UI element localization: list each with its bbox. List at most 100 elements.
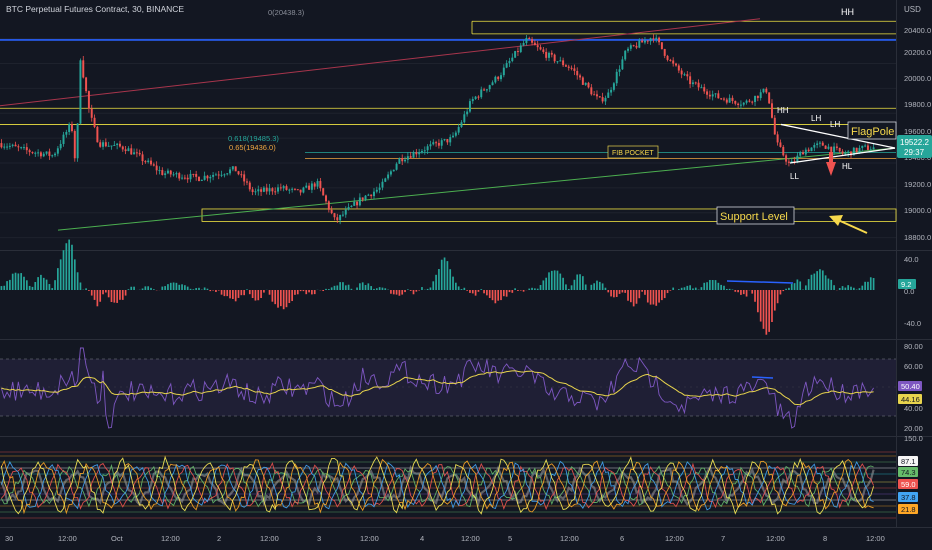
candle-body bbox=[310, 183, 313, 190]
candlestick-series[interactable] bbox=[0, 34, 875, 225]
candle-body bbox=[872, 147, 875, 150]
macd-bar bbox=[703, 282, 706, 290]
macd-bar bbox=[841, 286, 844, 290]
candle-body bbox=[395, 163, 398, 170]
candle-body bbox=[813, 145, 816, 148]
candle-body bbox=[313, 183, 316, 187]
price-tick: 20200.0 bbox=[904, 48, 931, 57]
candle-body bbox=[502, 67, 505, 76]
candle-body bbox=[212, 174, 215, 177]
last-price-badge: 19522.2 29:37 bbox=[897, 135, 932, 158]
candle-body bbox=[6, 146, 9, 148]
macd-bar bbox=[740, 290, 742, 295]
price-tick: 18800.0 bbox=[904, 233, 931, 242]
macd-bar bbox=[488, 290, 491, 298]
macd-bar bbox=[757, 290, 759, 313]
candle-body bbox=[686, 74, 689, 77]
candle-body bbox=[85, 77, 88, 92]
macd-bar bbox=[367, 283, 370, 290]
macd-bar bbox=[821, 270, 824, 290]
candle-body bbox=[37, 152, 40, 154]
macd-bar bbox=[438, 269, 440, 290]
candle-body bbox=[226, 173, 229, 175]
candle-body bbox=[466, 111, 469, 115]
candle-body bbox=[302, 187, 305, 193]
macd-bar bbox=[339, 282, 341, 290]
support-arrow-icon bbox=[829, 215, 843, 226]
candle-body bbox=[474, 96, 477, 100]
rsi-indicator[interactable] bbox=[0, 347, 896, 429]
macd-bar bbox=[517, 290, 519, 291]
macd-bar bbox=[215, 290, 217, 293]
candle-body bbox=[336, 217, 339, 221]
macd-bar bbox=[607, 290, 610, 293]
macd-bar bbox=[381, 287, 384, 290]
macd-bar bbox=[359, 283, 361, 290]
macd-bar bbox=[579, 274, 581, 290]
macd-bar bbox=[621, 290, 624, 293]
macd-bar bbox=[20, 273, 23, 290]
macd-bar bbox=[57, 268, 59, 290]
macd-bar bbox=[42, 277, 45, 290]
candle-body bbox=[567, 66, 570, 68]
candle-body bbox=[562, 60, 565, 66]
macd-bar bbox=[810, 274, 813, 290]
macd-bar bbox=[296, 290, 299, 295]
multi-oscillator[interactable] bbox=[0, 451, 896, 519]
time-axis[interactable]: 30 12:00 Oct 12:00 2 12:00 3 12:00 4 12:… bbox=[5, 534, 885, 543]
fib-pocket-box[interactable]: FIB POCKET bbox=[607, 145, 659, 159]
macd-bar bbox=[598, 281, 601, 290]
time-tick: 12:00 bbox=[461, 534, 480, 543]
flagpole-label-box[interactable]: FlagPole bbox=[847, 121, 897, 140]
candle-body bbox=[240, 174, 243, 176]
time-tick: 12:00 bbox=[766, 534, 785, 543]
candle-body bbox=[683, 74, 686, 76]
candle-body bbox=[350, 205, 353, 207]
macd-bar bbox=[432, 281, 435, 290]
time-tick: 2 bbox=[217, 534, 221, 543]
macd-bar bbox=[627, 290, 629, 301]
candle-body bbox=[536, 45, 539, 48]
macd-bar bbox=[59, 259, 62, 290]
macd-bar bbox=[68, 239, 70, 290]
candle-body bbox=[708, 94, 711, 97]
macd-bar bbox=[203, 287, 206, 290]
macd-bar bbox=[184, 285, 186, 290]
macd-bar bbox=[480, 289, 483, 290]
macd-bar bbox=[737, 290, 739, 293]
macd-bar bbox=[330, 287, 333, 290]
osc-badge: 37.8 bbox=[901, 493, 916, 502]
candle-body bbox=[660, 42, 663, 50]
macd-bar bbox=[759, 290, 762, 322]
macd-bar bbox=[728, 288, 731, 290]
candle-body bbox=[243, 174, 246, 182]
macd-bar bbox=[819, 269, 821, 290]
macd-bar bbox=[347, 284, 350, 290]
support-level-box[interactable]: Support Level bbox=[716, 206, 795, 225]
macd-bar bbox=[426, 288, 429, 290]
macd-bar bbox=[742, 290, 745, 295]
macd-bar bbox=[62, 250, 65, 290]
candle-body bbox=[624, 50, 627, 60]
candle-body bbox=[595, 94, 598, 97]
candle-body bbox=[178, 173, 181, 179]
candle-body bbox=[759, 92, 762, 99]
macd-bar bbox=[121, 290, 124, 300]
macd-bar bbox=[570, 285, 573, 290]
candle-body bbox=[460, 122, 463, 127]
candle-body bbox=[446, 139, 449, 143]
macd-bar bbox=[54, 280, 56, 290]
time-tick: Oct bbox=[111, 534, 124, 543]
macd-histogram[interactable] bbox=[0, 239, 875, 335]
macd-bar bbox=[127, 289, 130, 290]
macd-bar bbox=[847, 285, 850, 290]
macd-bar bbox=[415, 290, 418, 292]
candle-body bbox=[533, 42, 536, 46]
candle-body bbox=[59, 143, 62, 149]
macd-bar bbox=[852, 287, 855, 290]
drawing-overlays[interactable] bbox=[780, 123, 896, 234]
macd-bar bbox=[638, 290, 641, 299]
macd-bar bbox=[864, 281, 866, 290]
time-tick: 12:00 bbox=[866, 534, 885, 543]
currency-label: USD bbox=[904, 5, 921, 14]
